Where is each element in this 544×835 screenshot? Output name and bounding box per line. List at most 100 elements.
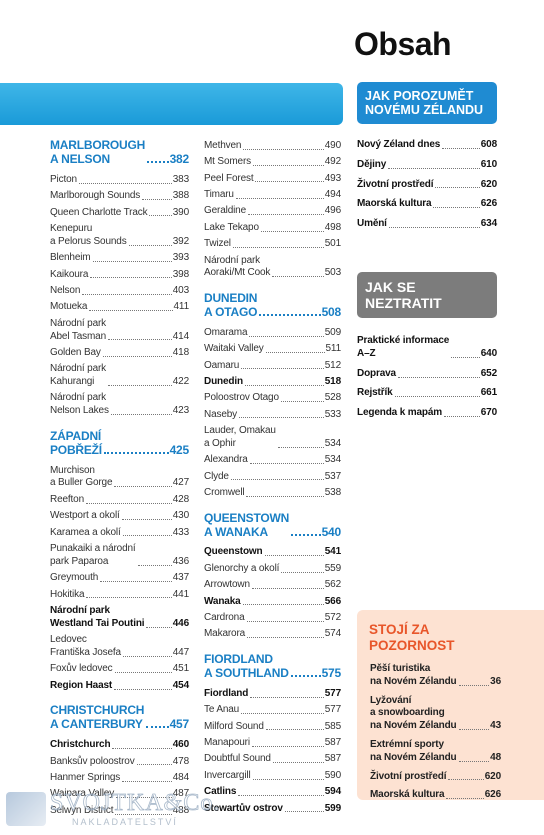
- toc-entry: Národní park Kahurangi 422: [50, 362, 189, 391]
- dot-leader: [435, 187, 480, 189]
- dot-leader: [458, 760, 490, 762]
- toc-entry-label: Region Haast: [50, 679, 113, 691]
- header-bar: [0, 83, 343, 125]
- toc-entry: Životní prostředí 620: [357, 175, 497, 195]
- toc-entry-label: Clyde: [204, 470, 229, 482]
- toc-entry-page: 398: [172, 268, 189, 280]
- toc-entry-label: Maorská kultura: [357, 198, 432, 210]
- toc-entry-page: 390: [172, 206, 189, 218]
- toc-entry-label: Nový Zéland dnes: [357, 139, 441, 151]
- toc-entry-page: 494: [324, 188, 341, 200]
- dot-leader: [85, 502, 172, 504]
- toc-entry: Twizel 501: [204, 236, 341, 252]
- dot-leader: [103, 451, 169, 454]
- toc-entry-label: Reefton: [50, 493, 84, 505]
- logo-subtitle: NAKLADATELSTVÍ: [72, 817, 178, 827]
- toc-entry-label: Národní park Nelson Lakes: [50, 392, 109, 417]
- dot-leader: [112, 747, 172, 749]
- toc-section: FIORDLAND A SOUTHLAND 575 Fiordland 577 Te A…: [204, 652, 341, 817]
- dot-leader: [433, 206, 480, 208]
- toc-entry: Golden Bay 418: [50, 345, 189, 361]
- toc-entry-label: Hanmer Springs: [50, 771, 121, 783]
- sidebar-box: JAK POROZUMĚT NOVÉMU ZÉLANDU Nový Zéland …: [357, 82, 497, 234]
- dot-leader: [92, 260, 172, 262]
- dot-leader: [458, 684, 490, 686]
- toc-entry-label: Motueka: [50, 301, 88, 313]
- toc-entry: Marlborough Sounds 388: [50, 188, 189, 204]
- toc-entry: Praktické informace A–Z 640: [357, 332, 497, 364]
- toc-entry-label: Stewartův ostrov: [204, 802, 283, 814]
- toc-entry: Waipara Valley 487: [50, 787, 189, 803]
- dot-leader: [249, 335, 324, 337]
- dot-leader: [147, 161, 169, 163]
- toc-entry: Waitaki Valley 511: [204, 341, 341, 357]
- dot-leader: [122, 535, 172, 537]
- toc-entry-label: Dunedin: [204, 375, 243, 387]
- toc-entry-page: 620: [484, 770, 501, 782]
- toc-entry: Lyžování a snowboarding na Novém Zélandu…: [370, 692, 501, 736]
- dot-leader: [235, 197, 324, 199]
- dot-leader: [122, 655, 172, 657]
- toc-section: DUNEDIN A OTAGO 508 Omarama 509 Waitaki Vall…: [204, 291, 341, 502]
- section-heading-page: 457: [169, 717, 190, 732]
- toc-entry: Reefton 428: [50, 492, 189, 508]
- toc-entry-label: Twizel: [204, 238, 231, 250]
- toc-entry-page: 43: [490, 720, 501, 732]
- toc-entry: Karamea a okolí 433: [50, 525, 189, 541]
- toc-entry-label: Timaru: [204, 188, 234, 200]
- dot-leader: [251, 588, 324, 589]
- toc-entry-label: Invercargill: [204, 769, 251, 781]
- toc-entry: Invercargill 590: [204, 768, 341, 784]
- dot-leader: [290, 674, 321, 677]
- toc-entry: Nelson 403: [50, 283, 189, 299]
- toc-entry-page: 427: [172, 477, 189, 489]
- toc-entry: Methven 490: [204, 138, 341, 154]
- page-title: Obsah: [354, 26, 452, 62]
- section-heading-page: 575: [321, 665, 342, 680]
- toc-column: MARLBOROUGH A NELSON 382 Picton 383 Marlboro…: [50, 138, 189, 819]
- toc-entry: Lauder, Omakau a Ophir 534: [204, 423, 341, 452]
- toc-entry: Christchurch 460: [50, 737, 189, 753]
- section-heading: CHRISTCHURCH A CANTERBURY 457: [50, 703, 189, 737]
- toc-entry-page: 587: [324, 736, 341, 748]
- toc-entry-page: 640: [480, 348, 497, 360]
- toc-entry: Clyde 537: [204, 469, 341, 485]
- toc-entry-label: Marlborough Sounds: [50, 190, 141, 202]
- toc-entry-page: 534: [324, 437, 341, 449]
- toc-entry: Catlins 594: [204, 784, 341, 800]
- toc-entry-page: 620: [480, 178, 497, 190]
- dot-leader: [238, 794, 324, 796]
- toc-entry: Picton 383: [50, 172, 189, 188]
- section-heading: ZÁPADNÍ POBŘEŽÍ 425: [50, 429, 189, 463]
- toc-entry: Greymouth 437: [50, 570, 189, 586]
- toc-entry-page: 418: [172, 346, 189, 358]
- logo-mark: [6, 792, 46, 826]
- dot-leader: [458, 728, 490, 730]
- toc-entry: Hokitika 441: [50, 587, 189, 603]
- section-heading-label: ZÁPADNÍ POBŘEŽÍ: [50, 428, 102, 457]
- toc-entry-page: 610: [480, 158, 497, 170]
- toc-entry: Westport a okolí 430: [50, 508, 189, 524]
- dot-leader: [249, 463, 324, 465]
- toc-entry: Národní park Abel Tasman 414: [50, 316, 189, 345]
- toc-entry-page: 503: [324, 267, 341, 279]
- dot-leader: [451, 356, 480, 358]
- toc-entry-label: Greymouth: [50, 572, 99, 584]
- dot-leader: [115, 813, 172, 815]
- toc-entry-label: Makarora: [204, 628, 246, 640]
- toc-entry-label: Picton: [50, 173, 77, 185]
- toc-entry-label: Dějiny: [357, 158, 387, 170]
- toc-entry-label: Maorská kultura: [370, 789, 445, 801]
- toc-entry-page: 436: [172, 555, 189, 567]
- toc-entry-label: Národní park Westland Tai Poutini: [50, 605, 145, 629]
- toc-entry-page: 511: [325, 343, 342, 355]
- toc-entry: Murchison a Buller Gorge 427: [50, 463, 189, 492]
- toc-entry-label: Praktické informace A–Z: [357, 335, 450, 360]
- toc-entry-page: 541: [324, 546, 341, 558]
- sidebar-title: JAK POROZUMĚT NOVÉMU ZÉLANDU: [357, 82, 497, 124]
- dot-leader: [446, 798, 484, 800]
- dot-leader: [291, 533, 321, 536]
- toc-entry-page: 437: [172, 572, 189, 584]
- toc-entry-label: Blenheim: [50, 252, 91, 264]
- sidebar-title: STOJÍ ZA POZORNOST: [369, 622, 455, 653]
